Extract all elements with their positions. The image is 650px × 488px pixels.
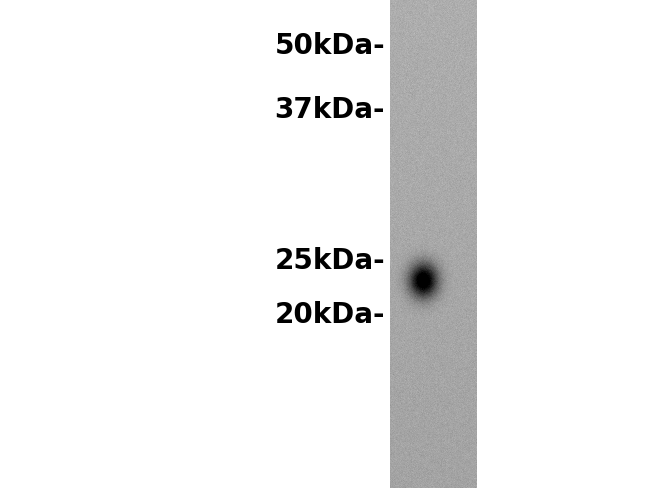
Bar	[0, 0, 390, 488]
Text: 37kDa-: 37kDa-	[274, 96, 385, 124]
Text: 20kDa-: 20kDa-	[274, 301, 385, 329]
Text: 50kDa-: 50kDa-	[274, 32, 385, 61]
Text: 25kDa-: 25kDa-	[274, 247, 385, 275]
Bar	[477, 0, 650, 488]
